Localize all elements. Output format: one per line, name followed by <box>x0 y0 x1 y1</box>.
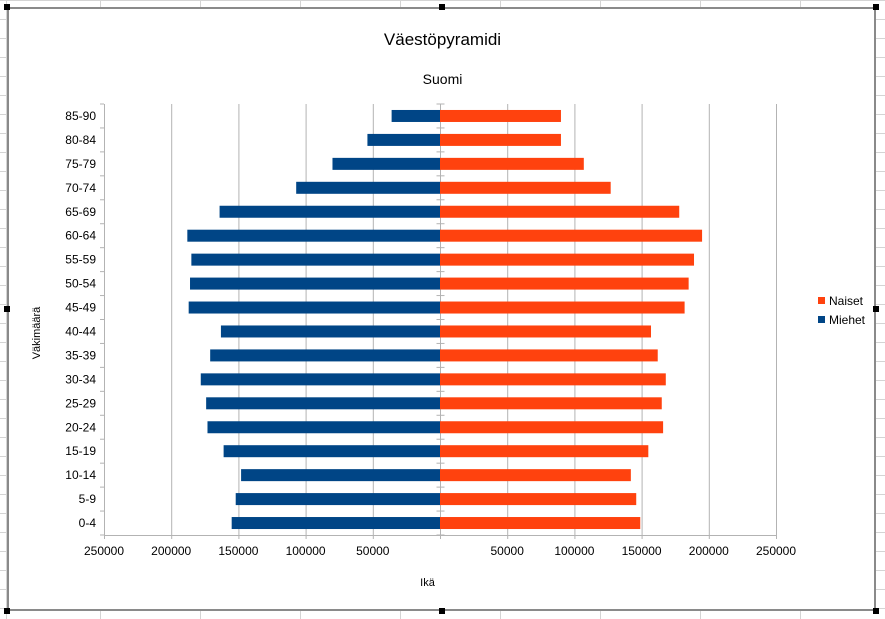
bar-naiset-25-29 <box>440 397 662 410</box>
x-tick-label: 100000 <box>554 544 594 558</box>
legend-label-naiset: Naiset <box>829 293 864 308</box>
resize-handle-top-left[interactable] <box>4 4 10 10</box>
bar-naiset-35-39 <box>440 349 658 362</box>
bar-naiset-60-64 <box>440 229 703 242</box>
bar-miehet-55-59 <box>191 253 440 266</box>
bar-miehet-80-84 <box>367 133 440 146</box>
x-tick-label: 200000 <box>689 544 729 558</box>
legend-item-naiset: Naiset <box>818 291 865 310</box>
x-tick-label: 50000 <box>491 544 525 558</box>
bar-miehet-30-34 <box>200 373 440 386</box>
x-tick-label: 150000 <box>622 544 662 558</box>
y-tick-label: 5-9 <box>79 492 97 506</box>
bar-naiset-5-9 <box>440 493 637 506</box>
resize-handle-bottom[interactable] <box>439 608 445 614</box>
y-tick-label: 80-84 <box>65 133 96 147</box>
bar-naiset-55-59 <box>440 253 695 266</box>
bar-miehet-40-44 <box>220 325 440 338</box>
bar-miehet-20-24 <box>207 421 440 434</box>
bar-naiset-80-84 <box>440 133 561 146</box>
bar-miehet-70-74 <box>296 181 440 194</box>
y-tick-label: 0-4 <box>79 516 97 530</box>
x-tick-label: 150000 <box>218 544 258 558</box>
y-tick-label: 85-90 <box>65 109 96 123</box>
bar-miehet-25-29 <box>206 397 440 410</box>
chart-legend: Naiset Miehet <box>818 291 865 329</box>
resize-handle-top[interactable] <box>439 4 445 10</box>
legend-swatch-naiset <box>818 297 825 304</box>
bar-miehet-0-4 <box>231 517 440 530</box>
bar-miehet-85-90 <box>391 109 440 122</box>
y-tick-label: 50-54 <box>65 277 96 291</box>
y-tick-label: 30-34 <box>65 372 96 386</box>
bar-naiset-45-49 <box>440 301 685 314</box>
bar-naiset-0-4 <box>440 517 641 530</box>
y-tick-label: 40-44 <box>65 324 96 338</box>
x-tick-label: 50000 <box>356 544 390 558</box>
resize-handle-top-right[interactable] <box>873 4 879 10</box>
resize-handle-right[interactable] <box>873 306 879 312</box>
y-tick-label: 10-14 <box>65 468 96 482</box>
y-tick-label: 45-49 <box>65 301 96 315</box>
legend-label-miehet: Miehet <box>829 312 866 327</box>
bar-miehet-10-14 <box>241 469 440 482</box>
chart-title: Väestöpyramidi <box>383 30 502 49</box>
bar-naiset-50-54 <box>440 277 689 290</box>
y-tick-label: 15-19 <box>65 444 96 458</box>
bar-miehet-75-79 <box>332 157 440 170</box>
bar-naiset-20-24 <box>440 421 664 434</box>
legend-item-miehet: Miehet <box>818 310 865 329</box>
bar-naiset-65-69 <box>440 205 680 218</box>
bar-naiset-85-90 <box>440 109 561 122</box>
resize-handle-bottom-right[interactable] <box>873 608 879 614</box>
x-tick-label: 250000 <box>84 544 124 558</box>
bar-naiset-15-19 <box>440 445 649 458</box>
bar-naiset-70-74 <box>440 181 611 194</box>
resize-handle-left[interactable] <box>4 306 10 312</box>
y-tick-label: 70-74 <box>65 181 96 195</box>
y-tick-label: 55-59 <box>65 253 96 267</box>
y-tick-label: 75-79 <box>65 157 96 171</box>
y-tick-label: 20-24 <box>65 420 96 434</box>
chart-subtitle: Suomi <box>422 71 463 87</box>
bar-miehet-50-54 <box>190 277 440 290</box>
bar-miehet-5-9 <box>235 493 440 506</box>
bar-miehet-65-69 <box>219 205 440 218</box>
y-tick-label: 35-39 <box>65 348 96 362</box>
x-axis-title: Ikä <box>420 577 435 589</box>
y-tick-label: 25-29 <box>65 396 96 410</box>
x-tick-label: 100000 <box>286 544 326 558</box>
y-tick-label: 60-64 <box>65 229 96 243</box>
y-tick-label: 65-69 <box>65 205 96 219</box>
bar-miehet-60-64 <box>187 229 440 242</box>
bar-naiset-10-14 <box>440 469 631 482</box>
bar-naiset-40-44 <box>440 325 652 338</box>
bar-miehet-45-49 <box>188 301 440 314</box>
resize-handle-bottom-left[interactable] <box>4 608 10 614</box>
bar-naiset-30-34 <box>440 373 666 386</box>
x-tick-label: 250000 <box>756 544 796 558</box>
bar-naiset-75-79 <box>440 157 584 170</box>
x-tick-label: 200000 <box>151 544 191 558</box>
bar-miehet-15-19 <box>223 445 440 458</box>
bar-miehet-35-39 <box>210 349 440 362</box>
legend-swatch-miehet <box>818 316 825 323</box>
